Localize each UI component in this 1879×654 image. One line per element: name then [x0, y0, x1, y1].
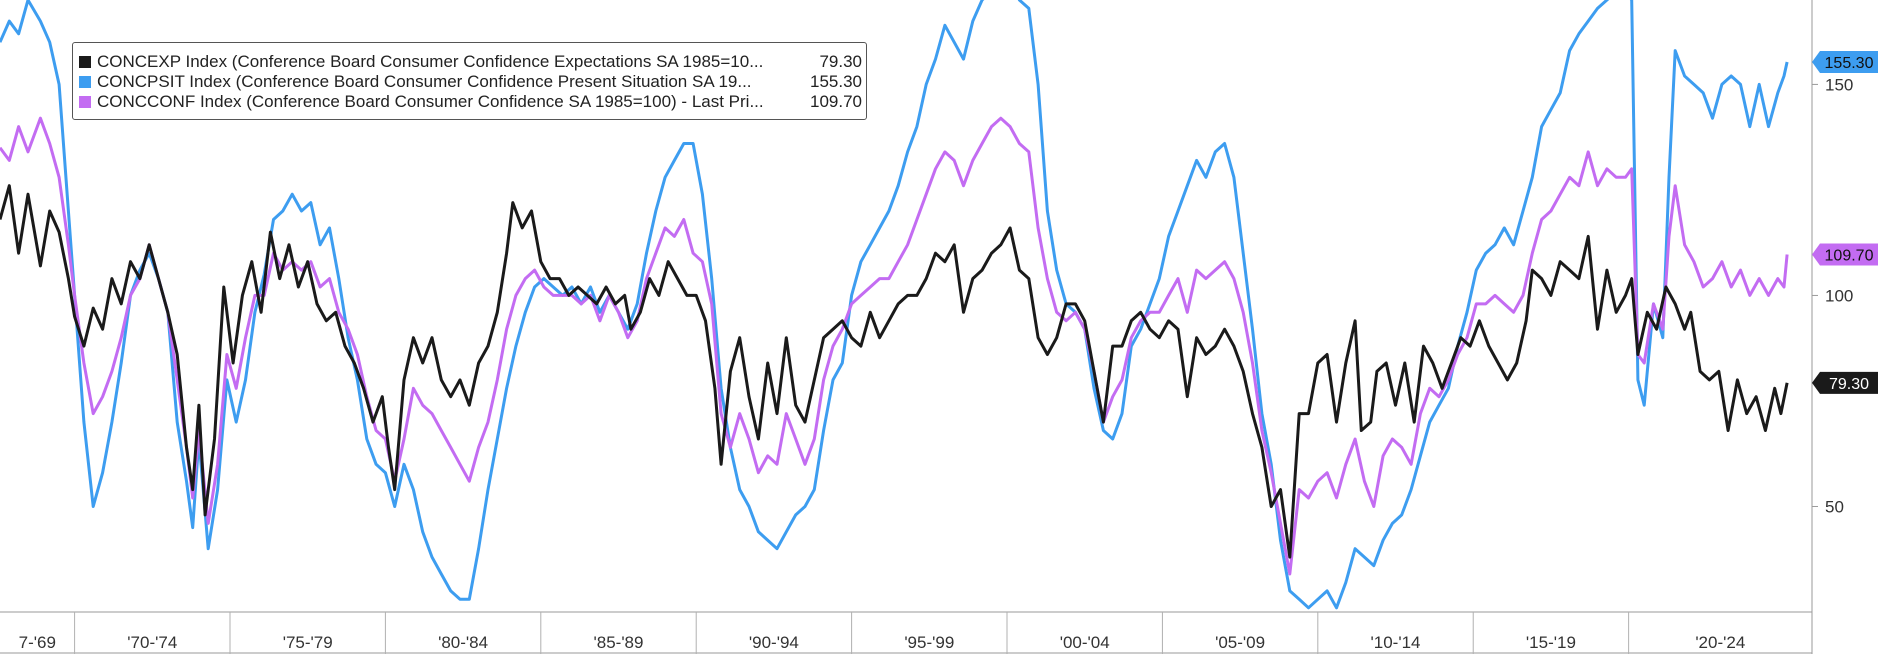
x-tick-label: '20-'24 — [1695, 633, 1745, 652]
y-tick-label: 150 — [1825, 75, 1853, 94]
x-tick-label: '70-'74 — [127, 633, 177, 652]
legend-swatch-concconf — [79, 96, 91, 108]
last-value-tag-concpsit: 155.30 — [1812, 51, 1878, 74]
last-value-tag-shape — [1812, 371, 1878, 394]
last-value-tag-label: 155.30 — [1825, 55, 1874, 72]
x-tick-label: '05-'09 — [1215, 633, 1265, 652]
x-tick-label: '90-'94 — [749, 633, 799, 652]
legend-label-concconf: CONCCONF Index (Conference Board Consume… — [97, 92, 764, 111]
series-line-concconf — [0, 116, 1789, 576]
last-value-tag-label: 79.30 — [1829, 376, 1869, 393]
x-tick-label: '80-'84 — [438, 633, 488, 652]
legend-label-concpsit: CONCPSIT Index (Conference Board Consume… — [97, 72, 752, 91]
x-tick-label: '00-'04 — [1060, 633, 1110, 652]
series-line-concexp — [0, 184, 1789, 559]
last-value-tag-concconf: 109.70 — [1812, 243, 1878, 266]
x-tick-label: '15-'19 — [1526, 633, 1576, 652]
last-value-tag-shape — [1812, 243, 1878, 266]
x-tick-label: '10-'14 — [1371, 633, 1421, 652]
legend-entry-concexp: CONCEXP Index (Conference Board Consumer… — [79, 52, 862, 72]
last-value-tag-shape — [1812, 51, 1878, 74]
x-tick-label: 7-'69 — [19, 633, 56, 652]
last-value-tag-label: 109.70 — [1825, 248, 1874, 265]
legend-value-concexp: 79.30 — [819, 52, 862, 71]
x-tick-label: '85-'89 — [594, 633, 644, 652]
legend-value-concconf: 109.70 — [810, 92, 862, 111]
y-tick-label: 50 — [1825, 497, 1844, 516]
legend-entry-concconf: CONCCONF Index (Conference Board Consume… — [79, 92, 862, 112]
legend-swatch-concpsit — [79, 76, 91, 88]
legend-entry-concpsit: CONCPSIT Index (Conference Board Consume… — [79, 72, 862, 92]
legend-label-concexp: CONCEXP Index (Conference Board Consumer… — [97, 52, 764, 71]
legend-value-concpsit: 155.30 — [810, 72, 862, 91]
x-tick-label: '95-'99 — [904, 633, 954, 652]
chart-legend: CONCEXP Index (Conference Board Consumer… — [72, 42, 867, 120]
x-tick-label: '75-'79 — [283, 633, 333, 652]
series-line-concpsit — [0, 0, 1789, 610]
legend-swatch-concexp — [79, 56, 91, 68]
y-tick-label: 100 — [1825, 286, 1853, 305]
last-value-tag-concexp: 79.30 — [1812, 371, 1878, 394]
